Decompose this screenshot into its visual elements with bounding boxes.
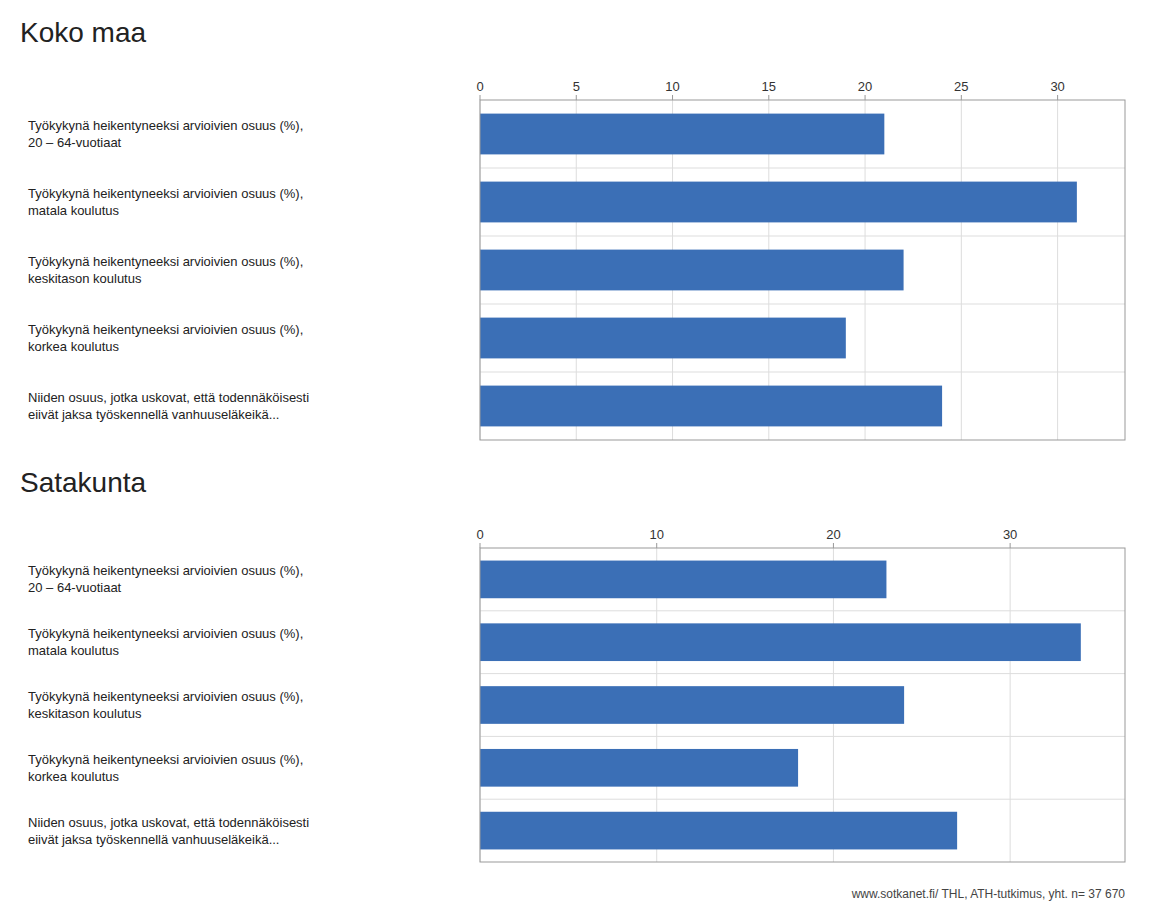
row-separator <box>480 736 1125 737</box>
category-label-line: 20 – 64-vuotiaat <box>28 580 122 595</box>
tick-label: 20 <box>826 527 840 542</box>
category-label-line: keskitason koulutus <box>28 271 142 286</box>
tick-mark <box>576 95 577 100</box>
category-label: Niiden osuus, jotka uskovat, että todenn… <box>28 390 309 422</box>
category-label-line: korkea koulutus <box>28 339 120 354</box>
category-label-line: Työkykynä heikentyneeksi arvioivien osuu… <box>28 563 303 578</box>
bar <box>480 812 957 850</box>
category-label-line: Työkykynä heikentyneeksi arvioivien osuu… <box>28 254 303 269</box>
tick-mark <box>768 95 769 100</box>
category-label-line: korkea koulutus <box>28 769 120 784</box>
tick-label: 5 <box>573 79 580 94</box>
tick-label: 10 <box>649 527 663 542</box>
category-label: Työkykynä heikentyneeksi arvioivien osuu… <box>28 186 303 218</box>
category-label: Työkykynä heikentyneeksi arvioivien osuu… <box>28 322 303 354</box>
grid-line <box>961 100 962 440</box>
tick-label: 0 <box>476 527 483 542</box>
bar <box>480 386 942 427</box>
category-label-line: matala koulutus <box>28 643 120 658</box>
bar <box>480 686 904 724</box>
category-label: Työkykynä heikentyneeksi arvioivien osuu… <box>28 254 303 286</box>
tick-label: 30 <box>1050 79 1064 94</box>
bar <box>480 561 886 599</box>
category-label: Työkykynä heikentyneeksi arvioivien osuu… <box>28 626 303 658</box>
chart-panel: Koko maa 0 5 10 15 20 25 30 Työkykynä heikentyne… <box>20 17 1125 440</box>
bar <box>480 182 1077 223</box>
tick-mark <box>1057 95 1058 100</box>
bar <box>480 749 798 787</box>
category-label-line: matala koulutus <box>28 203 120 218</box>
tick-mark <box>865 95 866 100</box>
category-label-line: Työkykynä heikentyneeksi arvioivien osuu… <box>28 689 303 704</box>
grid-line <box>1010 548 1011 862</box>
row-separator <box>480 610 1125 611</box>
category-label: Niiden osuus, jotka uskovat, että todenn… <box>28 815 309 847</box>
category-label: Työkykynä heikentyneeksi arvioivien osuu… <box>28 689 303 721</box>
category-label-line: eiivät jaksa työskennellä vanhuuseläkeik… <box>28 407 279 422</box>
row-separator <box>480 304 1125 305</box>
tick-mark <box>961 95 962 100</box>
footer-note: www.sotkanet.fi/ THL, ATH-tutkimus, yht.… <box>851 887 1126 901</box>
category-label: Työkykynä heikentyneeksi arvioivien osuu… <box>28 118 303 150</box>
tick-label: 30 <box>1003 527 1017 542</box>
row-separator <box>480 372 1125 373</box>
tick-label: 15 <box>762 79 776 94</box>
category-label-line: Työkykynä heikentyneeksi arvioivien osuu… <box>28 626 303 641</box>
plot-frame <box>480 100 1125 440</box>
tick-mark <box>480 543 481 548</box>
tick-label: 10 <box>665 79 679 94</box>
bar <box>480 623 1081 661</box>
bar <box>480 318 846 359</box>
tick-mark <box>1010 543 1011 548</box>
category-label-line: Työkykynä heikentyneeksi arvioivien osuu… <box>28 322 303 337</box>
category-label-line: keskitason koulutus <box>28 706 142 721</box>
category-label-line: 20 – 64-vuotiaat <box>28 135 122 150</box>
row-separator <box>480 673 1125 674</box>
category-label-line: Niiden osuus, jotka uskovat, että todenn… <box>28 815 309 830</box>
bar-group <box>480 114 1077 427</box>
category-label-line: Työkykynä heikentyneeksi arvioivien osuu… <box>28 186 303 201</box>
category-label-line: Niiden osuus, jotka uskovat, että todenn… <box>28 390 309 405</box>
category-label: Työkykynä heikentyneeksi arvioivien osuu… <box>28 563 303 595</box>
category-label-line: Työkykynä heikentyneeksi arvioivien osuu… <box>28 118 303 133</box>
tick-label: 20 <box>858 79 872 94</box>
chart-panel: Satakunta 0 10 20 30 Työkykynä heikentyneeksi… <box>20 467 1125 901</box>
chart-title: Koko maa <box>20 17 146 48</box>
chart-canvas: Koko maa 0 5 10 15 20 25 30 Työkykynä heikentyne… <box>0 0 1155 916</box>
tick-mark <box>480 95 481 100</box>
tick-label: 25 <box>954 79 968 94</box>
tick-mark <box>656 543 657 548</box>
chart-title: Satakunta <box>20 467 147 498</box>
plot-frame <box>480 548 1125 862</box>
category-label-line: Työkykynä heikentyneeksi arvioivien osuu… <box>28 752 303 767</box>
category-label: Työkykynä heikentyneeksi arvioivien osuu… <box>28 752 303 784</box>
tick-label: 0 <box>476 79 483 94</box>
category-label-line: eiivät jaksa työskennellä vanhuuseläkeik… <box>28 832 279 847</box>
row-separator <box>480 799 1125 800</box>
tick-mark <box>833 543 834 548</box>
bar <box>480 250 904 291</box>
tick-mark <box>672 95 673 100</box>
row-separator <box>480 168 1125 169</box>
bar-group <box>480 561 1081 850</box>
grid-line <box>1057 100 1058 440</box>
bar <box>480 114 884 155</box>
row-separator <box>480 236 1125 237</box>
